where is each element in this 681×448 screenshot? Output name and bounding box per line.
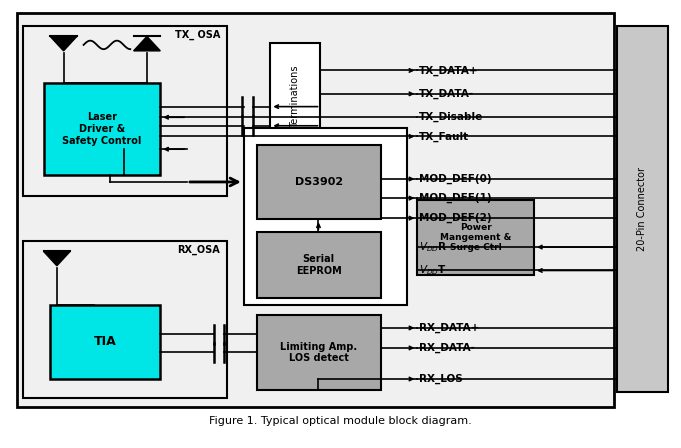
Text: Power
Mangement &
Surge Ctrl: Power Mangement & Surge Ctrl	[440, 223, 511, 252]
Bar	[50, 305, 160, 379]
Bar	[44, 83, 160, 175]
Polygon shape	[50, 36, 77, 51]
Text: RX_OSA: RX_OSA	[178, 245, 221, 255]
Bar	[270, 43, 321, 151]
Text: Serial
EEPROM: Serial EEPROM	[296, 254, 342, 276]
Text: TX_Fault: TX_Fault	[419, 131, 469, 142]
Bar	[257, 145, 381, 220]
Text: TX_Disable: TX_Disable	[419, 112, 484, 122]
Text: RX_LOS: RX_LOS	[419, 374, 463, 384]
Text: Figure 1. Typical optical module block diagram.: Figure 1. Typical optical module block d…	[209, 416, 472, 426]
Bar	[417, 200, 534, 275]
Text: TIA: TIA	[94, 335, 116, 348]
Bar	[17, 13, 614, 407]
Text: RX_DATA-: RX_DATA-	[419, 343, 475, 353]
Text: DS3902: DS3902	[295, 177, 343, 187]
Bar	[618, 26, 667, 392]
Polygon shape	[133, 36, 160, 51]
Text: 20-Pin Connector: 20-Pin Connector	[637, 167, 648, 251]
Text: Terminations: Terminations	[291, 66, 300, 128]
Text: $V_{DD}$T: $V_{DD}$T	[419, 263, 447, 277]
Text: TX_DATA+: TX_DATA+	[419, 65, 479, 76]
Text: MOD_DEF(2): MOD_DEF(2)	[419, 213, 492, 223]
Text: TX_ OSA: TX_ OSA	[175, 30, 221, 40]
Text: $V_{DD}$R: $V_{DD}$R	[419, 240, 447, 254]
Text: RX_DATA+: RX_DATA+	[419, 323, 479, 333]
Text: MOD_DEF(1): MOD_DEF(1)	[419, 193, 492, 203]
Text: TX_DATA-: TX_DATA-	[419, 89, 475, 99]
Polygon shape	[44, 251, 70, 266]
Bar	[257, 315, 381, 390]
Bar	[23, 26, 227, 196]
Bar	[257, 232, 381, 298]
Text: Laser
Driver &
Safety Control: Laser Driver & Safety Control	[62, 112, 142, 146]
Bar	[244, 128, 407, 305]
Text: MOD_DEF(0): MOD_DEF(0)	[419, 174, 492, 184]
Bar	[23, 241, 227, 398]
Text: Limiting Amp.
LOS detect: Limiting Amp. LOS detect	[281, 342, 358, 363]
